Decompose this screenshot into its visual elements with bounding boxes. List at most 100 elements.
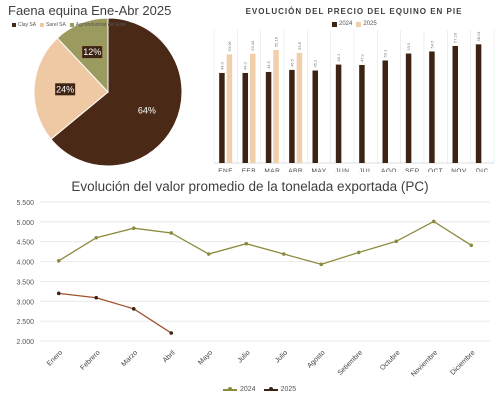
pie-chart-panel: Faena equina Ene-Abr 2025 Clay SA Sarel S… (0, 0, 208, 170)
line-legend-swatch (223, 387, 237, 391)
pie-legend-swatch (40, 23, 45, 27)
bar-data-label: 50.1 (383, 49, 388, 58)
bar-2024 (312, 70, 318, 163)
line-y-tick-label: 5.000 (16, 220, 34, 227)
bar-category-label: ABR (288, 168, 303, 175)
bar-2025 (273, 50, 279, 163)
line-legend: 2024 2025 (215, 386, 296, 393)
pie-legend-swatch (12, 23, 16, 27)
bar-legend-label: 2024 (339, 21, 353, 27)
line-point-2024 (394, 239, 399, 244)
bar-category-label: OCT (428, 168, 443, 175)
line-y-tick-label: 2.500 (16, 319, 34, 326)
bar-data-label: 53.8 (297, 41, 302, 50)
bar-category-label: FEB (242, 168, 256, 175)
bar-data-label: 57.20 (453, 32, 458, 43)
bar-data-label: 58.01 (476, 31, 481, 42)
pie-legend-swatch (69, 23, 74, 27)
bar-category-label: JUN (335, 168, 349, 175)
bar-2024 (265, 71, 272, 163)
bar-data-label: 47.9 (359, 53, 364, 62)
pie-legend-label: Sarel SA (46, 22, 66, 28)
bar-2024 (405, 53, 412, 163)
bar-2025 (250, 53, 256, 164)
bar-2025 (226, 54, 233, 164)
line-chart-title: Evolución del valor promedio de la tonel… (71, 179, 429, 194)
line-point-2024 (244, 241, 249, 246)
bar-data-label: 44.0 (243, 61, 248, 70)
bar-data-label: 45.2 (313, 59, 318, 68)
line-point-2024 (94, 235, 99, 240)
line-y-tick-label: 3.500 (16, 279, 34, 286)
bar-data-label: 53.06 (227, 41, 232, 52)
line-point-2025 (56, 291, 61, 296)
bar-2025 (296, 52, 303, 163)
line-point-2024 (469, 243, 474, 248)
bar-data-label: 55.16 (274, 36, 279, 47)
bar-data-label: 44.0 (219, 61, 224, 70)
bar-data-label: 53.44 (250, 40, 255, 51)
line-y-tick-label: 5.500 (16, 200, 34, 207)
bar-data-label: 53.5 (406, 42, 411, 51)
bar-2024 (452, 45, 458, 163)
bar-category-label: MAR (264, 168, 280, 175)
bar-2024 (289, 69, 295, 163)
line-point-2025 (169, 331, 174, 335)
pie-slice-label: 12% (83, 47, 101, 57)
bar-data-label: 48.1 (336, 53, 341, 62)
bar-2024 (219, 72, 225, 163)
bar-2024 (475, 44, 482, 164)
line-y-tick-label: 3.000 (16, 299, 34, 306)
pie-legend-label: Agroindustrial del Este (75, 22, 126, 28)
line-category-label: Julio (274, 349, 289, 364)
line-point-2024 (169, 231, 174, 235)
bar-category-label: MAY (311, 168, 326, 175)
line-legend-swatch (263, 387, 278, 391)
bar-chart: 44.0 53.06 ENE 44.0 53.44 FEB 44.5 55.16 MAR 45.5… (213, 30, 495, 175)
bar-legend-swatch (332, 21, 337, 27)
line-category-label: Agosto (306, 349, 326, 369)
line-point-2024 (131, 226, 136, 231)
line-category-label: Setiembre (337, 349, 365, 377)
bar-chart-title: EVOLUCIÓN DEL PRECIO DEL EQUINO EN PIE (245, 7, 463, 16)
pie-slice-label: 24% (56, 84, 74, 94)
line-point-2024 (206, 252, 211, 256)
bar-category-label: JUL (359, 168, 372, 175)
line-category-label: Abril (162, 349, 177, 364)
bar-category-label: DIC (476, 168, 489, 175)
bar-legend: 2024 2025 (328, 21, 377, 27)
pie-slice-label: 64% (138, 105, 156, 115)
line-chart-panel: Evolución del valor promedio de la tonel… (0, 172, 500, 400)
line-series-2025 (58, 292, 172, 334)
bar-2024 (335, 64, 342, 163)
bar-legend-label: 2025 (363, 21, 377, 27)
line-category-label: Diciembre (449, 349, 476, 376)
pie-label-box (55, 83, 76, 96)
pie-chart-title: Faena equina Ene-Abr 2025 (8, 3, 172, 18)
bar-data-label: 45.5 (289, 58, 294, 67)
line-legend-label: 2025 (280, 386, 297, 393)
line-point-2024 (319, 262, 324, 267)
pie-legend-label: Clay SA (18, 22, 37, 28)
line-category-label: Enero (46, 349, 64, 367)
bar-legend-swatch (356, 21, 362, 27)
line-point-2025 (131, 307, 136, 311)
line-point-2025 (94, 295, 99, 300)
bar-2024 (429, 51, 435, 163)
line-legend-label: 2024 (240, 386, 256, 393)
bar-2024 (382, 60, 388, 163)
bar-category-label: ENE (218, 168, 233, 175)
bar-chart-panel: EVOLUCIÓN DEL PRECIO DEL EQUINO EN PIE 2… (208, 0, 500, 178)
line-point-2024 (356, 250, 361, 255)
bar-2024 (242, 72, 248, 163)
line-y-tick-label: 4.000 (16, 260, 34, 267)
line-y-tick-label: 2.000 (16, 339, 34, 346)
bar-category-label: NOV (451, 168, 467, 175)
pie-slice (50, 17, 183, 167)
bar-category-label: SEP (405, 168, 420, 175)
line-series-2024 (58, 220, 472, 266)
line-category-label: Marzo (120, 349, 139, 368)
line-y-tick-label: 4.500 (16, 240, 34, 247)
line-category-label: Febrero (79, 349, 101, 371)
bar-data-label: 54.5 (429, 40, 434, 49)
